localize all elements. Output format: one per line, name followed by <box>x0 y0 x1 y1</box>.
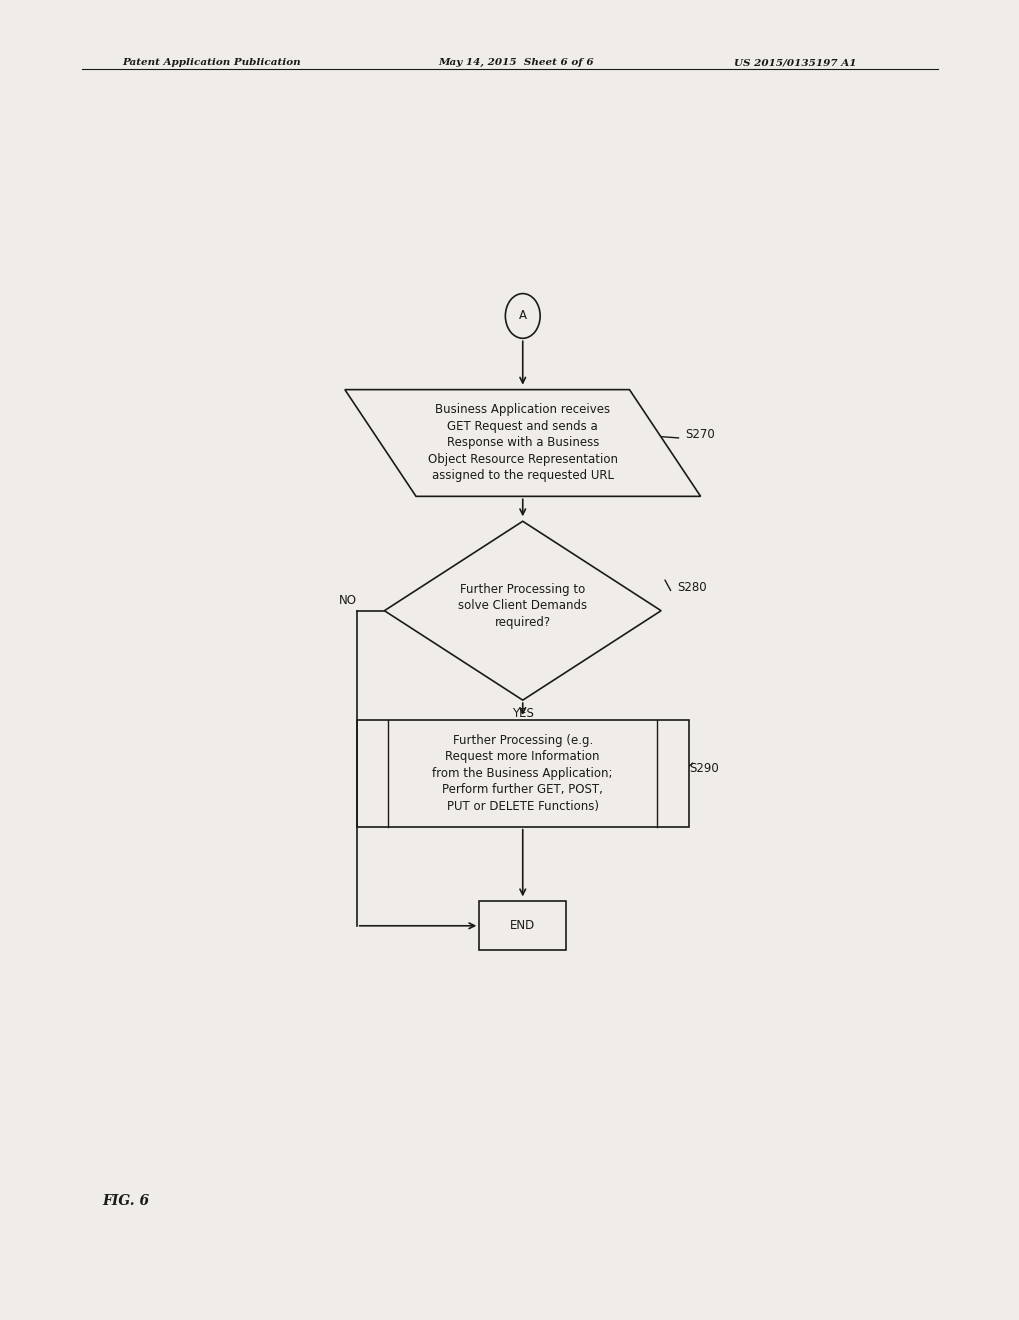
Text: YES: YES <box>512 708 533 721</box>
Text: Further Processing (e.g.
Request more Information
from the Business Application;: Further Processing (e.g. Request more In… <box>432 734 612 813</box>
Text: Patent Application Publication: Patent Application Publication <box>122 58 301 67</box>
Text: S270: S270 <box>684 429 714 441</box>
Text: Further Processing to
solve Client Demands
required?: Further Processing to solve Client Deman… <box>458 582 587 628</box>
Bar <box>479 902 566 950</box>
Text: May 14, 2015  Sheet 6 of 6: May 14, 2015 Sheet 6 of 6 <box>438 58 594 67</box>
Text: S280: S280 <box>677 581 706 594</box>
Text: A: A <box>519 309 526 322</box>
Polygon shape <box>344 389 700 496</box>
Polygon shape <box>384 521 660 700</box>
Text: END: END <box>510 919 535 932</box>
Text: NO: NO <box>338 594 357 607</box>
Text: FIG. 6: FIG. 6 <box>102 1193 149 1208</box>
Text: Business Application receives
GET Request and sends a
Response with a Business
O: Business Application receives GET Reques… <box>427 404 618 483</box>
Bar <box>357 719 688 826</box>
Text: US 2015/0135197 A1: US 2015/0135197 A1 <box>734 58 856 67</box>
Text: S290: S290 <box>688 762 717 775</box>
